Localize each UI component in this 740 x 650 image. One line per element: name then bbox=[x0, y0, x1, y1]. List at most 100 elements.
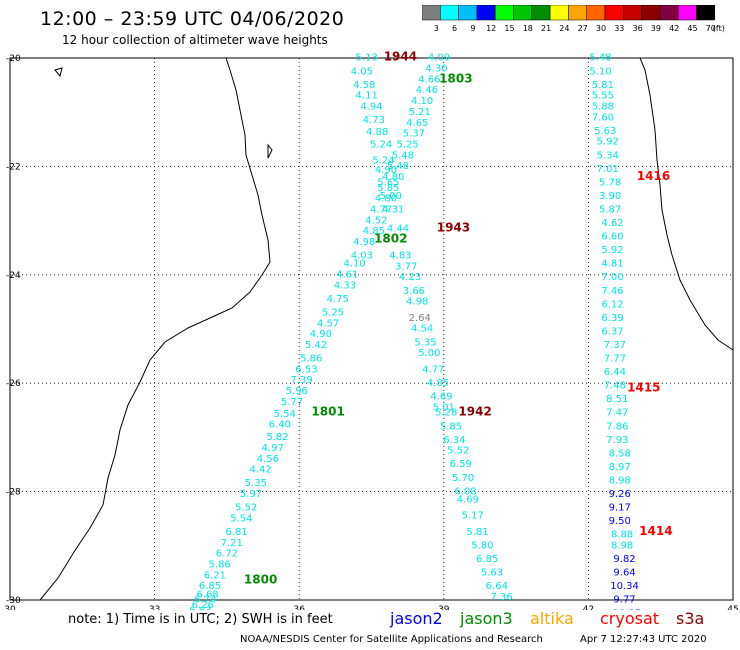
wave-height-label: 5.63 bbox=[594, 126, 616, 137]
wave-height-label: 5.92 bbox=[601, 245, 623, 256]
wave-height-label: 4.90 bbox=[375, 165, 397, 176]
wave-height-label: 4.88 bbox=[366, 127, 388, 138]
wave-height-label: 5.37 bbox=[403, 129, 425, 140]
wave-height-label: 4.75 bbox=[327, 294, 349, 305]
wave-height-label: 4.03 bbox=[351, 251, 373, 262]
wave-height-label: 4.10 bbox=[343, 259, 365, 270]
wave-height-label: 6.44 bbox=[604, 367, 626, 378]
colorbar-label: 24 bbox=[559, 24, 569, 33]
wave-height-label: 7.93 bbox=[606, 435, 628, 446]
wave-height-label: 5.01 bbox=[433, 402, 455, 413]
wave-height-label: 9.82 bbox=[613, 554, 635, 565]
colorbar-label: 3 bbox=[434, 24, 439, 33]
legend-jason3: jason3 bbox=[460, 609, 513, 628]
wave-height-label: 4.98 bbox=[353, 237, 375, 248]
x-tick-label: 33 bbox=[149, 605, 160, 610]
wave-height-label: 5.24 bbox=[370, 139, 392, 150]
colorbar-label: 45 bbox=[687, 24, 697, 33]
wave-height-label: 4.23 bbox=[399, 272, 421, 283]
colorbar-label: 36 bbox=[633, 24, 643, 33]
wave-height-label: 6.85 bbox=[476, 554, 498, 565]
timestamp: Apr 7 12:27:43 UTC 2020 bbox=[580, 634, 707, 645]
wave-height-label: 5.55 bbox=[592, 91, 614, 102]
wave-height-label: 4.98 bbox=[406, 297, 428, 308]
wave-height-label: 6.08 bbox=[454, 486, 476, 497]
credit-line: NOAA/NESDIS Center for Satellite Applica… bbox=[240, 634, 543, 645]
legend-altika: altika bbox=[530, 609, 574, 628]
pass-time-label: 1942 bbox=[458, 405, 491, 419]
wave-height-label: 5.81 bbox=[592, 80, 614, 91]
wave-height-label: 4.42 bbox=[250, 465, 272, 476]
wave-height-label: 6.59 bbox=[450, 459, 472, 470]
wave-height-label: 9.64 bbox=[613, 568, 635, 579]
x-tick-label: 42 bbox=[583, 605, 594, 610]
pass-time-label: 1802 bbox=[374, 231, 407, 245]
wave-height-label: 4.56 bbox=[257, 454, 279, 465]
wave-height-label: 5.21 bbox=[409, 107, 431, 118]
wave-height-label: 4.81 bbox=[601, 259, 623, 270]
wave-height-label: 4.62 bbox=[601, 218, 623, 229]
pass-time-label: 1803 bbox=[439, 71, 472, 85]
wave-height-label: 5.54 bbox=[230, 513, 252, 524]
wave-height-label: 8.51 bbox=[606, 394, 628, 405]
wave-height-label: 5.63 bbox=[481, 568, 503, 579]
color-scale-bar: 3 6 9 12 15 18 21 24 27 30 33 36 39 42 45 70(ft) bbox=[422, 5, 725, 33]
wave-height-label: 7.77 bbox=[604, 354, 626, 365]
wave-height-label: 4.54 bbox=[411, 324, 433, 335]
wave-height-label: 7.47 bbox=[606, 408, 628, 419]
wave-height-label: 5.00 bbox=[418, 348, 440, 359]
wave-height-label: 5.28 bbox=[435, 408, 457, 419]
pass-time-label: 1801 bbox=[311, 405, 344, 419]
wave-height-label: 7.21 bbox=[221, 538, 243, 549]
wave-height-label: 6.12 bbox=[601, 299, 623, 310]
wave-height-label: 5.65 bbox=[377, 177, 399, 188]
colorbar-label: 6 bbox=[452, 24, 457, 33]
wave-height-label: 5.70 bbox=[452, 473, 474, 484]
wave-height-label: 3.66 bbox=[403, 286, 425, 297]
colorbar-label: 27 bbox=[578, 24, 588, 33]
wave-height-label: 8.88 bbox=[611, 530, 633, 541]
wave-height-label: 6.72 bbox=[216, 549, 238, 560]
wave-height-label: 4.83 bbox=[389, 251, 411, 262]
wave-height-label: 7.60 bbox=[592, 112, 614, 123]
wave-height-label: 4.52 bbox=[365, 215, 387, 226]
wave-height-label: 4.11 bbox=[356, 91, 378, 102]
wave-height-label: 5.85 bbox=[377, 183, 399, 194]
wave-height-label: 4.77 bbox=[370, 204, 392, 215]
wave-height-label: 5.35 bbox=[245, 478, 267, 489]
wave-height-label: 8.58 bbox=[609, 448, 631, 459]
wave-height-label: 7.48 bbox=[604, 381, 626, 392]
island-outline bbox=[267, 143, 273, 159]
wave-height-label: 6.26 bbox=[192, 600, 214, 610]
pass-time-label: 1800 bbox=[244, 573, 277, 587]
wave-height-label: 8.98 bbox=[609, 475, 631, 486]
x-tick-label: 39 bbox=[438, 605, 450, 610]
wave-height-label: 10.85 bbox=[613, 608, 642, 610]
wave-height-label: 6.60 bbox=[601, 232, 623, 243]
wave-height-label: 4.10 bbox=[411, 96, 433, 107]
pass-time-label: 1944 bbox=[384, 50, 417, 64]
wave-height-label: 5.77 bbox=[281, 397, 303, 408]
wave-height-label: 5.10 bbox=[589, 66, 611, 77]
wave-height-label: 4.85 bbox=[427, 378, 449, 389]
wave-height-label: 6.39 bbox=[601, 313, 623, 324]
wave-height-label: 4.46 bbox=[416, 85, 438, 96]
pass-time-label: 1943 bbox=[437, 220, 470, 234]
wave-height-label: 4.80 bbox=[382, 172, 404, 183]
wave-height-label: 7.00 bbox=[601, 272, 623, 283]
wave-height-label: 5.42 bbox=[305, 340, 327, 351]
colorbar-label: 42 bbox=[669, 24, 679, 33]
wave-height-label: 7.01 bbox=[597, 164, 619, 175]
wave-height-label: 5.78 bbox=[599, 177, 621, 188]
wave-height-label: 4.09 bbox=[428, 53, 450, 64]
colorbar-swatch bbox=[696, 5, 716, 21]
wave-height-label: 4.80 bbox=[375, 194, 397, 205]
wave-height-label: 8.97 bbox=[609, 462, 631, 473]
wave-height-label: 9.17 bbox=[609, 503, 631, 514]
wave-height-label: 7.86 bbox=[606, 421, 628, 432]
legend-jason2: jason2 bbox=[390, 609, 443, 628]
wave-height-label: 4.85 bbox=[363, 226, 385, 237]
colorbar-label: 70 bbox=[706, 24, 716, 33]
wave-height-label: 5.54 bbox=[274, 409, 296, 420]
wave-height-label: 6.85 bbox=[199, 581, 221, 592]
